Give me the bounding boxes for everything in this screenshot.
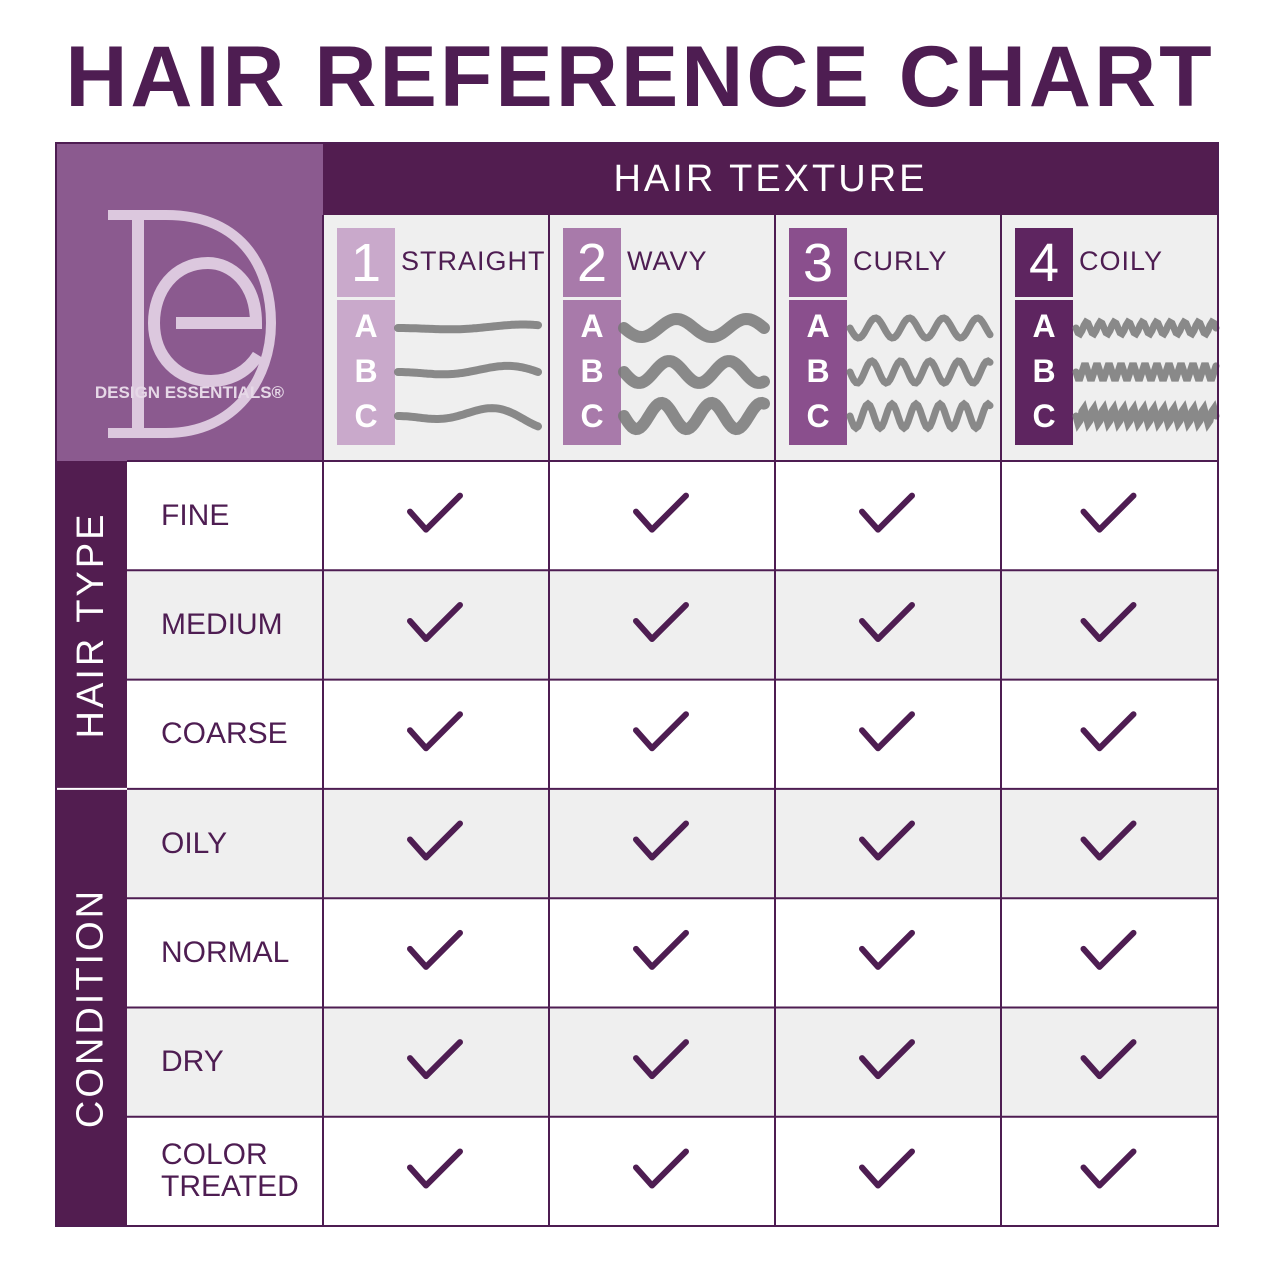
texture-name: CURLY — [853, 246, 948, 276]
texture-name: COILY — [1079, 246, 1164, 276]
subtype-label: C — [806, 398, 830, 434]
group-label: HAIR TYPE — [70, 511, 113, 739]
subtype-label: C — [1032, 398, 1056, 434]
texture-number: 2 — [563, 228, 621, 297]
group-label: CONDITION — [70, 887, 112, 1128]
title: HAIR REFERENCE CHART — [65, 29, 1215, 125]
row-label: OILY — [161, 826, 228, 860]
logo-block: DESIGN ESSENTIALS® — [56, 143, 323, 461]
subtype-label: B — [354, 353, 378, 389]
subtype-label: B — [580, 353, 604, 389]
row-label: COARSE — [161, 717, 288, 751]
row-label: COLOR TREATED — [161, 1138, 299, 1204]
texture-name: STRAIGHT — [401, 246, 546, 276]
row-label: DRY — [161, 1045, 224, 1079]
subtype-label: A — [1032, 308, 1056, 344]
subtype-label: A — [806, 308, 830, 344]
texture-name: WAVY — [627, 246, 708, 276]
row-label: MEDIUM — [161, 607, 283, 641]
subtype-label: C — [580, 398, 604, 434]
logo-mark — [108, 210, 277, 438]
subtype-label: C — [354, 398, 378, 434]
brand-name: DESIGN ESSENTIALS® — [94, 383, 285, 402]
subtype-label: A — [580, 308, 604, 344]
row-label: NORMAL — [161, 935, 290, 969]
row-label: FINE — [161, 498, 230, 532]
texture-number: 4 — [1015, 228, 1073, 297]
texture-number: 3 — [789, 228, 847, 297]
texture-number: 1 — [337, 228, 395, 297]
header: HAIR TEXTURE — [323, 143, 1218, 215]
subtype-label: A — [354, 308, 378, 344]
subtype-label: B — [1032, 353, 1056, 389]
subtype-label: B — [806, 353, 830, 389]
